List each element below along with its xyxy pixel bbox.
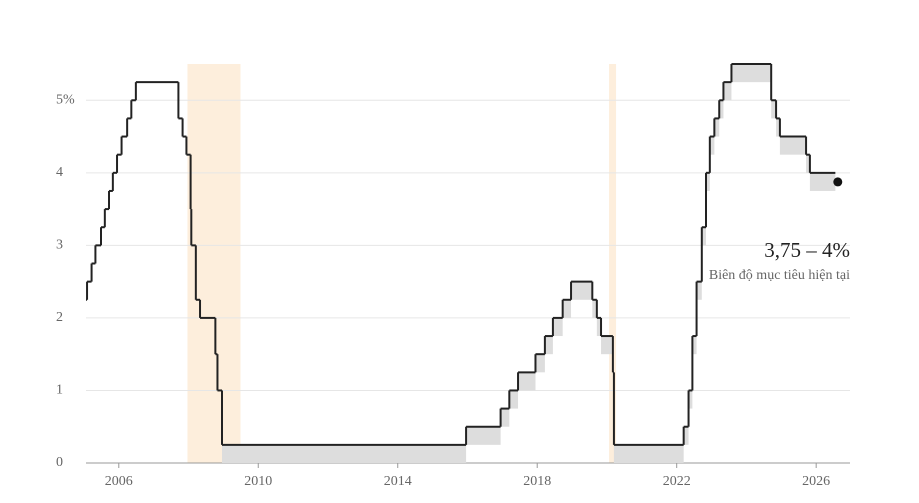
range-band [779, 136, 807, 155]
range-band [705, 172, 710, 191]
range-band [518, 372, 536, 391]
range-band [613, 444, 684, 463]
range-band [723, 82, 732, 101]
x-tick-label: 2010 [244, 474, 272, 489]
range-band [596, 317, 602, 337]
x-tick-label: 2014 [384, 474, 412, 489]
range-band [806, 154, 810, 173]
range-band [535, 354, 545, 373]
range-band [771, 100, 777, 119]
range-band [731, 64, 772, 83]
y-tick-label: 3 [56, 238, 63, 253]
x-tick-label: 2018 [523, 474, 551, 489]
range-band [571, 281, 593, 300]
x-tick-label: 2006 [105, 474, 133, 489]
annotation: 3,75 – 4% [764, 238, 850, 262]
recession-band [609, 64, 617, 463]
range-band [696, 281, 702, 300]
range-band [466, 426, 501, 445]
y-tick-label: 0 [56, 455, 63, 470]
current-marker [833, 177, 843, 187]
range-band [701, 227, 706, 246]
range-band [552, 317, 563, 337]
range-band [601, 336, 613, 355]
range-band [688, 390, 693, 409]
range-band [683, 426, 689, 445]
y-tick-label: 4 [56, 165, 63, 180]
y-tick-label: 2 [56, 310, 63, 325]
y-tick-label: 5% [56, 92, 75, 107]
range-band [509, 390, 519, 409]
x-tick-label: 2026 [802, 474, 830, 489]
range-band [776, 118, 780, 137]
range-band [562, 299, 572, 318]
range-band [544, 336, 553, 355]
range-band [719, 100, 724, 119]
range-band [709, 136, 715, 155]
background-layer [86, 64, 850, 464]
range-band [500, 408, 510, 427]
range-band [592, 299, 597, 318]
range-band [714, 118, 720, 137]
y-tick-label: 1 [56, 383, 63, 398]
range-band [692, 336, 697, 355]
annotation-sub: Biên độ mục tiêu hiện tại [709, 268, 850, 283]
range-band [809, 172, 836, 191]
range-band [221, 444, 467, 463]
x-tick-label: 2022 [663, 474, 691, 489]
